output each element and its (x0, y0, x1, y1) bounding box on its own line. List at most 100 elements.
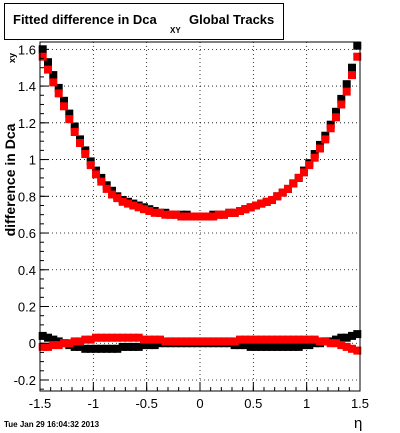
marker-s3-p32 (209, 337, 218, 346)
marker-s2-p39 (246, 342, 255, 351)
marker-s2-p45 (278, 342, 287, 351)
marker-s2-p49 (300, 341, 308, 350)
x-tick-label-0: -1.5 (29, 396, 51, 411)
marker-s1-p51 (310, 153, 319, 162)
marker-s3-p8 (81, 335, 90, 344)
marker-s2-p41 (257, 342, 266, 351)
marker-s3-p15 (118, 333, 127, 342)
marker-s2-p8 (81, 344, 90, 353)
marker-s1-p16 (124, 199, 132, 208)
marker-s1-p29 (193, 212, 202, 221)
y-axis-label: difference in Dca (2, 123, 18, 236)
marker-s1-p21 (150, 208, 159, 217)
marker-s3-p33 (214, 337, 223, 346)
marker-s1-p50 (305, 161, 314, 170)
marker-s1-p8 (81, 150, 90, 158)
marker-s2-p57 (342, 333, 351, 342)
marker-s0-p3 (54, 83, 63, 92)
marker-s1-p54 (326, 124, 335, 133)
marker-s3-p27 (182, 337, 191, 346)
marker-s3-p2 (49, 341, 58, 350)
marker-s2-p59 (353, 330, 362, 339)
marker-s3-p38 (241, 335, 250, 344)
marker-s1-p1 (44, 65, 52, 74)
marker-s1-p48 (294, 173, 303, 182)
marker-s1-p38 (241, 205, 250, 214)
marker-s1-p0 (38, 52, 47, 61)
marker-s1-p26 (177, 212, 186, 221)
y-tick-label-0: -0.2 (14, 373, 36, 388)
marker-s2-p10 (92, 344, 100, 353)
marker-s1-p6 (70, 128, 79, 136)
marker-s1-p56 (337, 100, 346, 109)
x-tick-label-5: 1 (303, 396, 310, 411)
axes: -1.5 -1 -0.5 0 0.5 1 1.5 -0.2 0 0.2 0.4 0.6 0.8 1 1.2 1… (14, 42, 369, 411)
marker-s1-p47 (289, 179, 298, 188)
marker-s3-p55 (332, 339, 340, 348)
x-tick-label-3: 0 (196, 396, 203, 411)
marker-s3-p13 (108, 333, 116, 342)
y-tick-label-1: 0 (29, 336, 36, 351)
marker-s0-p55 (332, 107, 340, 116)
marker-s1-p39 (246, 203, 255, 212)
marker-s2-p46 (284, 342, 292, 351)
marker-s1-p30 (198, 212, 207, 221)
chart-title-subscript: XY (170, 26, 181, 35)
y-tick-label-5: 0.8 (18, 189, 36, 204)
marker-s2-p56 (337, 333, 346, 342)
marker-s3-p3 (54, 341, 63, 350)
marker-s1-p33 (214, 210, 223, 219)
marker-s1-p40 (252, 201, 260, 210)
marker-s3-p41 (257, 335, 266, 344)
marker-s3-p17 (129, 333, 138, 342)
marker-s2-p50 (305, 341, 314, 350)
marker-s1-p22 (156, 208, 164, 217)
marker-s3-p49 (300, 335, 308, 344)
marker-s3-p9 (86, 335, 95, 344)
marker-s3-p7 (76, 337, 84, 346)
marker-s3-p30 (198, 337, 207, 346)
marker-s2-p42 (262, 342, 271, 351)
marker-s2-p1 (44, 333, 52, 342)
x-tick-label-1: -1 (88, 396, 100, 411)
marker-s2-p12 (102, 344, 111, 353)
x-tick-label-4: 0.5 (244, 396, 262, 411)
marker-s1-p23 (161, 210, 170, 219)
marker-s3-p45 (278, 335, 287, 344)
marker-s3-p58 (348, 344, 356, 353)
marker-s3-p18 (134, 333, 143, 342)
marker-s3-p54 (326, 339, 335, 348)
marker-s2-p13 (108, 344, 116, 353)
marker-s1-p46 (284, 184, 292, 193)
marker-s0-p58 (348, 63, 356, 72)
marker-s1-p17 (129, 201, 138, 210)
marker-s3-p56 (337, 341, 346, 350)
marker-s3-p48 (294, 335, 303, 344)
marker-s3-p19 (140, 335, 148, 344)
marker-s3-p40 (252, 335, 260, 344)
marker-s1-p7 (76, 139, 84, 147)
data-markers (38, 41, 362, 355)
marker-s3-p11 (97, 333, 106, 342)
marker-s3-p31 (204, 337, 212, 346)
marker-s3-p26 (177, 337, 186, 346)
marker-s1-p4 (60, 102, 68, 111)
y-axis-label-fragment: xy (7, 53, 17, 63)
y-tick-label-4: 0.6 (18, 226, 36, 241)
marker-s1-p45 (278, 188, 287, 197)
marker-s1-p31 (204, 212, 212, 221)
marker-s3-p37 (236, 335, 244, 344)
x-axis-label: η (354, 415, 362, 432)
marker-s3-p35 (225, 337, 234, 346)
marker-s2-p16 (124, 342, 132, 351)
marker-s3-p44 (273, 335, 282, 344)
x-tick-label-2: -0.5 (135, 396, 157, 411)
marker-s1-p13 (108, 190, 116, 199)
marker-s2-p40 (252, 342, 260, 351)
marker-s1-p28 (188, 212, 196, 221)
marker-s3-p50 (305, 335, 314, 344)
marker-s1-p25 (172, 210, 180, 219)
marker-s2-p38 (241, 341, 250, 350)
chart-title: Fitted difference in Dca (13, 12, 157, 27)
marker-s1-p59 (353, 52, 362, 61)
